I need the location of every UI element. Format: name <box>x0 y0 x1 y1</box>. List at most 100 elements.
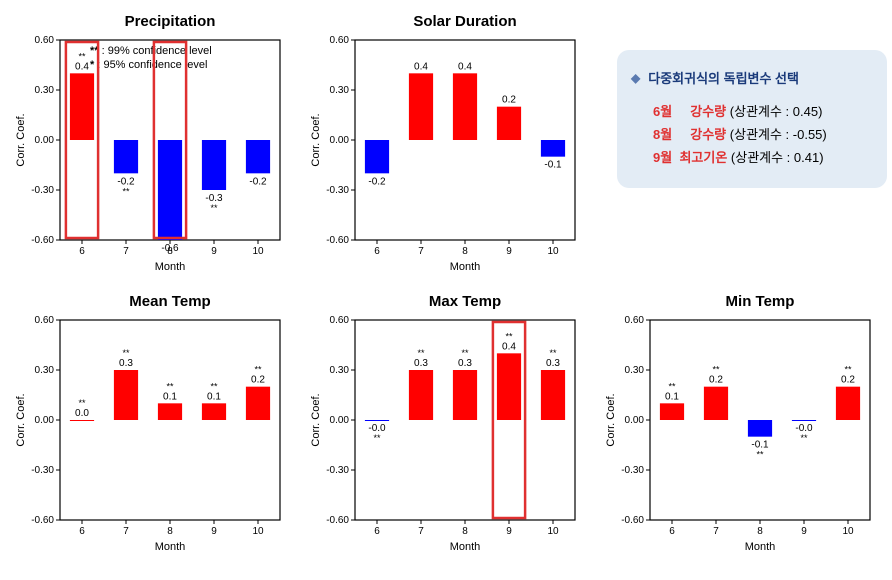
bar <box>70 73 94 140</box>
y-axis-label: Corr. Coef. <box>310 113 322 166</box>
bar <box>409 370 433 420</box>
x-axis-label: Month <box>155 261 186 273</box>
chart-title: Solar Duration <box>413 13 516 30</box>
x-tick-label: 7 <box>123 246 129 257</box>
y-tick-label: 0.00 <box>330 135 350 146</box>
y-tick-label: -0.60 <box>326 515 349 526</box>
y-tick-label: 0.00 <box>330 415 350 426</box>
bar <box>792 420 816 421</box>
bar-sig-label: ** <box>505 331 513 341</box>
chart-title: Min Temp <box>726 293 795 310</box>
bar-value-label: -0.2 <box>249 176 267 187</box>
bar <box>453 73 477 140</box>
x-axis-label: Month <box>450 261 481 273</box>
bar-sig-label: ** <box>712 365 720 375</box>
bar <box>748 420 772 437</box>
bar <box>246 387 270 420</box>
chart-precipitation: Precipitation-0.60-0.300.000.300.60Corr.… <box>10 10 290 280</box>
y-axis-label: Corr. Coef. <box>310 393 322 446</box>
bar <box>202 403 226 420</box>
chart-solar-duration: Solar Duration-0.60-0.300.000.300.60Corr… <box>305 10 585 280</box>
y-tick-label: -0.30 <box>621 465 644 476</box>
y-tick-label: -0.30 <box>326 185 349 196</box>
bar <box>365 140 389 173</box>
bar-value-label: -0.1 <box>544 160 562 171</box>
bar <box>158 403 182 420</box>
bar-value-label: 0.2 <box>841 375 855 386</box>
bar-sig-label: ** <box>122 348 130 358</box>
bar-value-label: 0.2 <box>709 375 723 386</box>
bar-value-label: 0.4 <box>502 341 516 352</box>
y-tick-label: 0.60 <box>35 35 55 46</box>
bar-sig-label: ** <box>78 398 86 408</box>
x-tick-label: 6 <box>79 526 85 537</box>
x-axis-label: Month <box>155 541 186 553</box>
bar <box>541 370 565 420</box>
bar-sig-label: ** <box>78 51 86 61</box>
bar-value-label: 0.3 <box>119 358 133 369</box>
y-axis-label: Corr. Coef. <box>605 393 617 446</box>
y-tick-label: 0.60 <box>330 35 350 46</box>
x-tick-label: 9 <box>211 526 217 537</box>
bar <box>365 420 389 421</box>
y-tick-label: 0.60 <box>330 315 350 326</box>
bar <box>409 73 433 140</box>
x-tick-label: 9 <box>801 526 807 537</box>
bar <box>497 107 521 140</box>
bar-value-label: 0.3 <box>458 358 472 369</box>
x-tick-label: 8 <box>462 526 468 537</box>
x-tick-label: 6 <box>669 526 675 537</box>
x-tick-label: 9 <box>506 246 512 257</box>
bar-value-label: 0.1 <box>163 391 177 402</box>
chart-title: Mean Temp <box>129 293 210 310</box>
annotation-title: ◆ 다중회귀식의 독립변수 선택 <box>631 68 873 87</box>
annotation-title-text: 다중회귀식의 독립변수 선택 <box>648 68 799 87</box>
bar-sig-label: ** <box>800 433 808 443</box>
annotation-line-2: 9월 최고기온 (상관계수 : 0.41) <box>631 147 873 166</box>
x-tick-label: 7 <box>418 246 424 257</box>
y-tick-label: -0.60 <box>31 235 54 246</box>
bar-value-label: 0.4 <box>75 61 89 72</box>
x-tick-label: 10 <box>842 526 854 537</box>
bar-sig-label: ** <box>417 348 425 358</box>
x-tick-label: 10 <box>252 246 264 257</box>
annotation-line-1: 8월 강수량 (상관계수 : -0.55) <box>631 124 873 143</box>
bar-sig-label: ** <box>254 365 262 375</box>
x-tick-label: 10 <box>547 526 559 537</box>
bar-value-label: 0.4 <box>458 61 472 72</box>
y-tick-label: -0.60 <box>326 235 349 246</box>
x-axis-label: Month <box>450 541 481 553</box>
y-tick-label: -0.30 <box>326 465 349 476</box>
y-tick-label: 0.60 <box>35 315 55 326</box>
bar-sig-label: ** <box>210 203 218 213</box>
y-tick-label: 0.30 <box>330 365 350 376</box>
bar-sig-label: ** <box>549 348 557 358</box>
chart-title: Max Temp <box>429 293 501 310</box>
x-tick-label: 9 <box>506 526 512 537</box>
y-axis-label: Corr. Coef. <box>15 113 27 166</box>
x-tick-label: 6 <box>374 246 380 257</box>
y-tick-label: -0.60 <box>621 515 644 526</box>
bar-value-label: 0.2 <box>502 95 516 106</box>
chart-min-temp: Min Temp-0.60-0.300.000.300.60Corr. Coef… <box>600 290 880 560</box>
bar-sig-label: ** <box>373 433 381 443</box>
y-tick-label: 0.00 <box>35 415 55 426</box>
x-tick-label: 8 <box>167 526 173 537</box>
y-tick-label: 0.00 <box>625 415 645 426</box>
bar-value-label: 0.2 <box>251 375 265 386</box>
y-tick-label: -0.60 <box>31 515 54 526</box>
y-axis-label: Corr. Coef. <box>15 393 27 446</box>
x-tick-label: 7 <box>713 526 719 537</box>
chart-mean-temp: Mean Temp-0.60-0.300.000.300.60Corr. Coe… <box>10 290 290 560</box>
diamond-icon: ◆ <box>631 71 640 85</box>
bar <box>114 370 138 420</box>
bar-sig-label: ** <box>844 365 852 375</box>
y-tick-label: 0.30 <box>35 85 55 96</box>
annotation-panel: ◆ 다중회귀식의 독립변수 선택 6월 강수량 (상관계수 : 0.45) 8월… <box>617 50 887 188</box>
y-tick-label: 0.60 <box>625 315 645 326</box>
bar <box>704 387 728 420</box>
chart-max-temp: Max Temp -0.60 -0.30 0.00 0.30 0.60 Corr. Coef… <box>305 290 585 560</box>
x-axis-label: Month <box>745 541 776 553</box>
bar-sig-label: ** <box>166 381 174 391</box>
x-tick-label: 8 <box>757 526 763 537</box>
